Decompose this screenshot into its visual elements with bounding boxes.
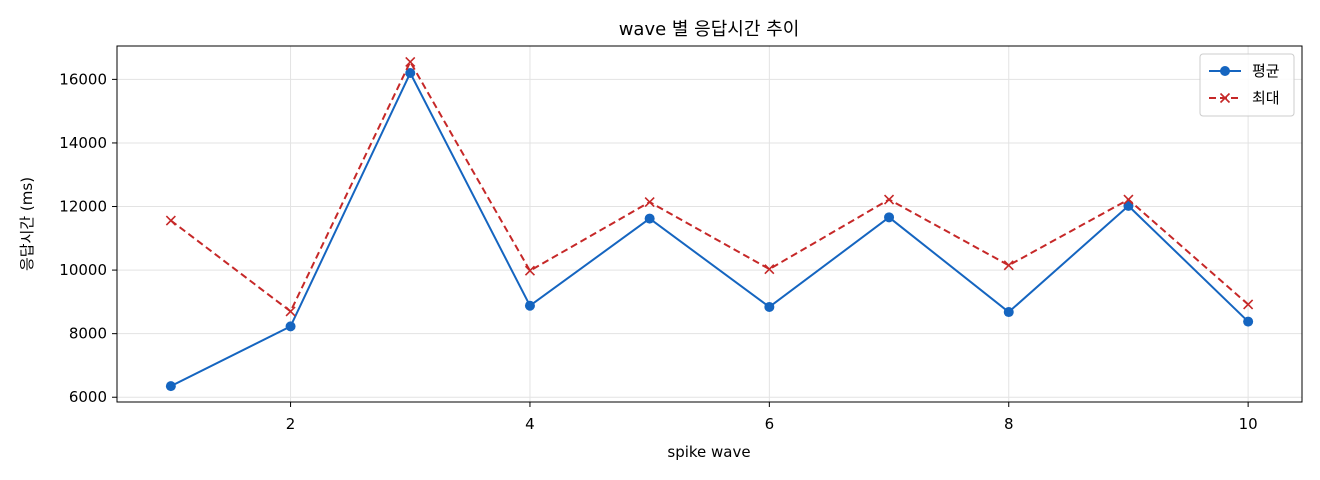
data-point <box>1243 299 1254 310</box>
y-tick-label: 10000 <box>59 261 107 279</box>
data-point <box>764 301 775 312</box>
x-tick-label: 2 <box>286 415 296 433</box>
series-1 <box>165 68 1254 392</box>
x-tick-label: 10 <box>1239 415 1258 433</box>
data-point <box>1003 307 1014 318</box>
data-point <box>1123 200 1134 211</box>
legend-label: 평균 <box>1252 62 1280 80</box>
x-axis-label: spike wave <box>667 443 750 461</box>
data-point <box>884 212 895 223</box>
legend-marker <box>1219 92 1231 104</box>
series-line <box>170 72 1249 388</box>
data-point <box>1243 316 1254 327</box>
data-point <box>883 194 895 205</box>
legend-label: 최대 <box>1252 89 1280 107</box>
grid-lines <box>117 46 1302 402</box>
x-tick-label: 6 <box>765 415 775 433</box>
data-point <box>165 381 176 392</box>
data-point <box>1003 260 1014 271</box>
data-point <box>764 264 775 275</box>
series-line <box>170 60 1249 313</box>
data-point <box>405 56 416 67</box>
data-point <box>524 300 535 311</box>
x-tick-label: 4 <box>525 415 535 433</box>
series-group <box>165 56 1254 392</box>
data-point <box>405 68 416 79</box>
y-tick-label: 6000 <box>69 388 107 406</box>
y-tick-label: 8000 <box>69 325 107 343</box>
legend-box <box>1199 53 1295 117</box>
plot-area-frame <box>116 45 1303 403</box>
series-2 <box>165 56 1254 317</box>
data-point <box>644 197 655 208</box>
y-axis-label: 응답시간 (ms) <box>18 177 36 271</box>
legend-marker <box>1220 66 1230 76</box>
y-tick-label: 12000 <box>59 198 107 216</box>
y-tick-label: 14000 <box>59 134 107 152</box>
chart-title: wave 별 응답시간 추이 <box>619 19 800 40</box>
x-axis-ticks: 2 4 6 8 10 <box>286 402 1258 433</box>
data-point <box>285 321 296 332</box>
y-tick-label: 16000 <box>59 70 107 88</box>
data-point <box>1123 194 1134 205</box>
data-point <box>285 306 296 317</box>
data-point <box>524 265 536 276</box>
x-tick-label: 8 <box>1004 415 1014 433</box>
y-axis-ticks: 6000 8000 10000 12000 14000 16000 <box>59 70 117 406</box>
data-point <box>644 213 655 224</box>
data-point <box>165 215 176 226</box>
